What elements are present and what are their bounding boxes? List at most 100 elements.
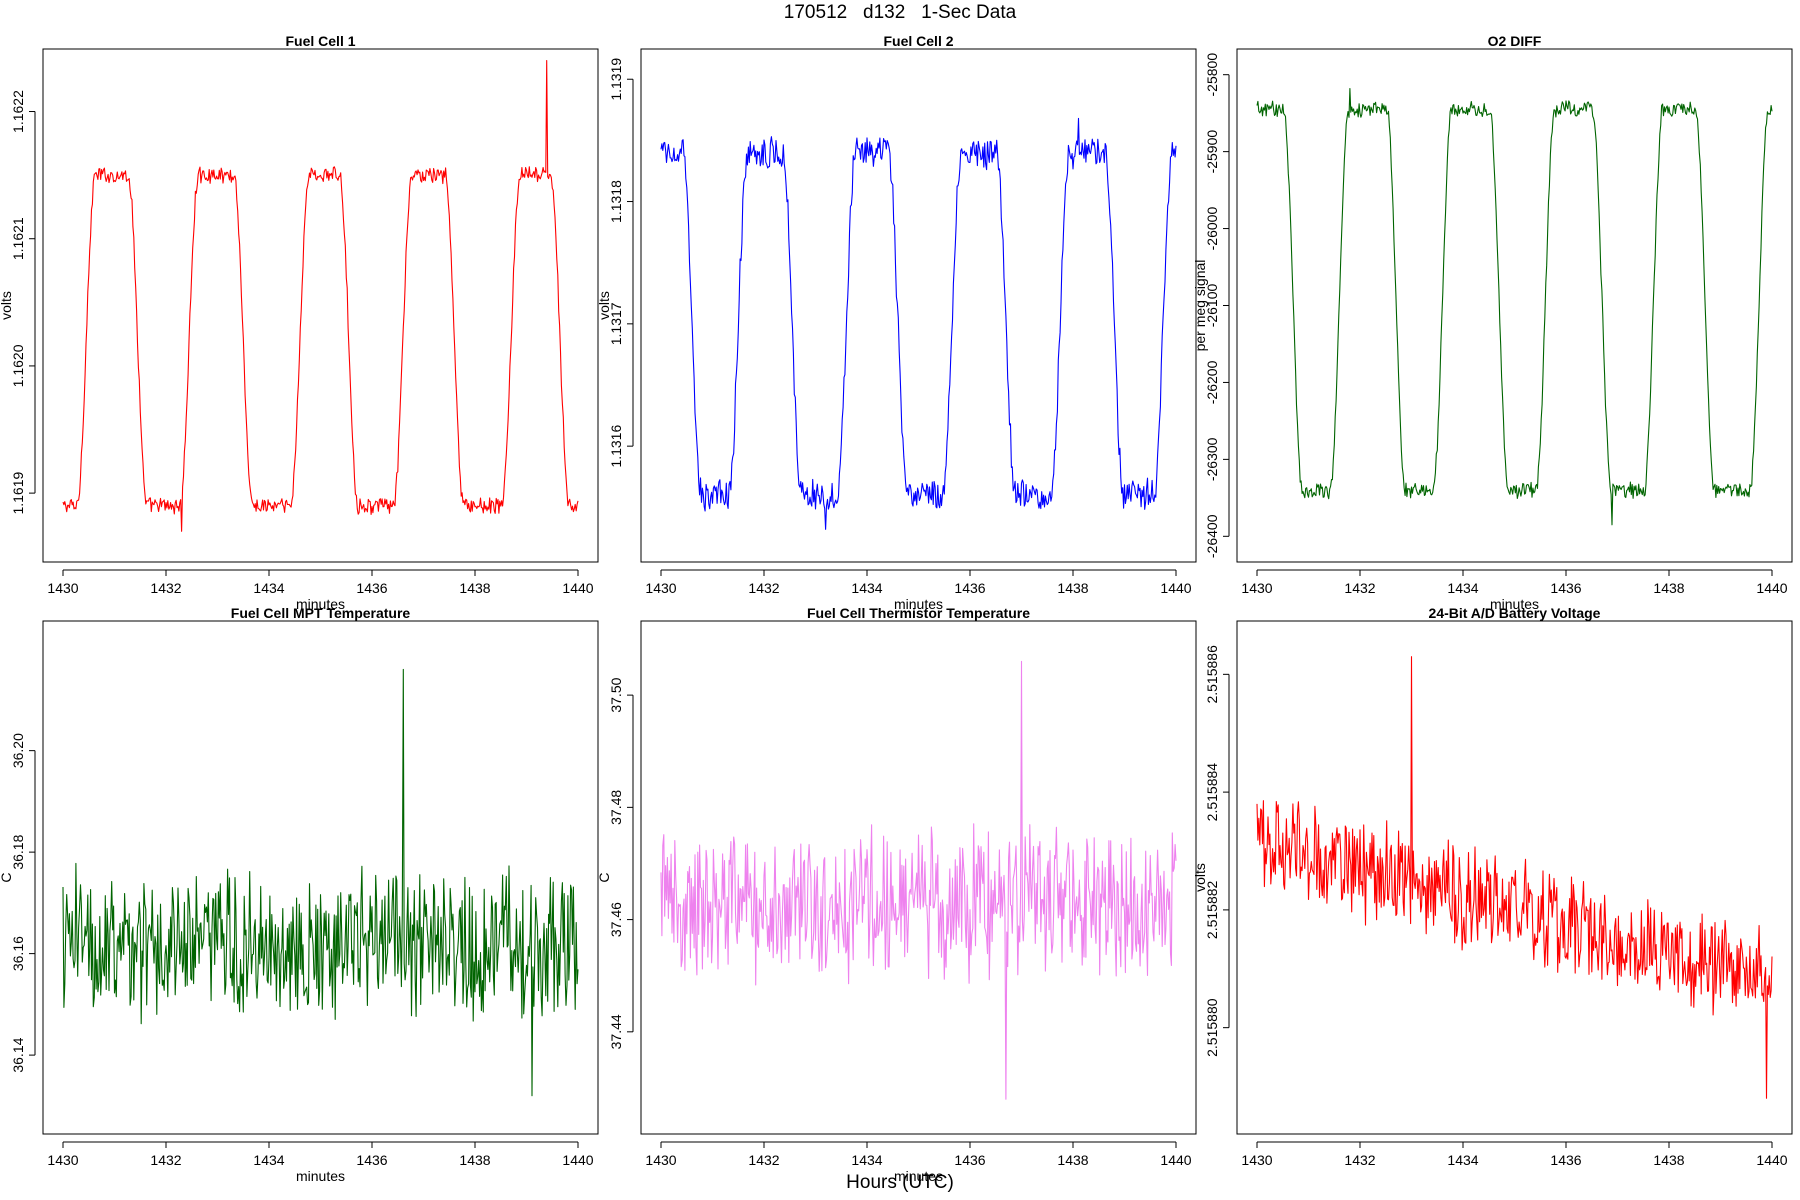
mpt-series-line bbox=[62, 668, 579, 1097]
therm-x-axis-label: minutes bbox=[894, 1168, 943, 1184]
therm-plot-frame bbox=[640, 620, 1197, 1135]
mpt-x-tick-label: 1430 bbox=[47, 1152, 78, 1168]
mpt-y-tick-label: 36.14 bbox=[10, 1037, 26, 1072]
therm-series-line bbox=[660, 660, 1177, 1100]
mpt-x-tick-label: 1436 bbox=[356, 1152, 387, 1168]
fc1-x-tick-label: 1430 bbox=[47, 580, 78, 596]
therm-x-tick-label: 1434 bbox=[851, 1152, 882, 1168]
therm-x-tick-label: 1436 bbox=[954, 1152, 985, 1168]
fc2-y-tick-label: 1.1317 bbox=[608, 302, 624, 345]
therm-y-tick-label: 37.50 bbox=[608, 677, 624, 712]
o2-x-axis-label: minutes bbox=[1490, 596, 1539, 612]
figure-title: 170512 d132 1-Sec Data bbox=[783, 2, 1017, 23]
fc1-y-tick-label: 1.1619 bbox=[10, 471, 26, 514]
o2-y-tick-label: -25900 bbox=[1204, 130, 1220, 174]
therm-x-tick-label: 1432 bbox=[748, 1152, 779, 1168]
fc1-y-tick-label: 1.1620 bbox=[10, 344, 26, 387]
therm-y-tick-label: 37.46 bbox=[608, 902, 624, 937]
fc1-plot-frame bbox=[42, 48, 599, 563]
batt-panel: 24-Bit A/D Battery Voltage 1430 1432 1434 14… bbox=[1192, 605, 1793, 1168]
o2-y-tick-label: -25800 bbox=[1204, 53, 1220, 97]
batt-x-tick-label: 1432 bbox=[1344, 1152, 1375, 1168]
fc1-x-tick-label: 1440 bbox=[562, 580, 593, 596]
fc1-x-tick-label: 1436 bbox=[356, 580, 387, 596]
o2-y-tick-label: -26200 bbox=[1204, 360, 1220, 404]
batt-y-tick-label: 2.515886 bbox=[1204, 645, 1220, 704]
therm-x-tick-label: 1438 bbox=[1057, 1152, 1088, 1168]
fc2-x-tick-label: 1440 bbox=[1160, 580, 1191, 596]
batt-y-tick-label: 2.515880 bbox=[1204, 998, 1220, 1057]
batt-y-axis-label: volts bbox=[1192, 863, 1208, 892]
mpt-title: Fuel Cell MPT Temperature bbox=[231, 605, 411, 621]
o2-x-tick-label: 1440 bbox=[1756, 580, 1787, 596]
mpt-x-tick-label: 1434 bbox=[253, 1152, 284, 1168]
batt-x-tick-label: 1436 bbox=[1550, 1152, 1581, 1168]
mpt-panel: Fuel Cell MPT Temperature 1430 1432 1434 143… bbox=[0, 605, 599, 1184]
fc2-x-tick-label: 1436 bbox=[954, 580, 985, 596]
batt-title: 24-Bit A/D Battery Voltage bbox=[1429, 605, 1601, 621]
mpt-x-axis-label: minutes bbox=[296, 1168, 345, 1184]
batt-y-tick-label: 2.515882 bbox=[1204, 880, 1220, 939]
therm-y-axis-label: C bbox=[596, 872, 612, 882]
fc2-x-tick-label: 1438 bbox=[1057, 580, 1088, 596]
o2-y-tick-label: -26300 bbox=[1204, 437, 1220, 481]
mpt-x-tick-label: 1440 bbox=[562, 1152, 593, 1168]
o2-x-tick-label: 1430 bbox=[1241, 580, 1272, 596]
o2-x-tick-label: 1436 bbox=[1550, 580, 1581, 596]
o2-panel: O2 DIFF 1430 1432 1434 1436 1438 1440 minutes -2… bbox=[1192, 33, 1793, 612]
therm-panel: Fuel Cell Thermistor Temperature 1430 1432… bbox=[596, 605, 1197, 1184]
o2-title: O2 DIFF bbox=[1488, 33, 1542, 49]
mpt-x-tick-label: 1438 bbox=[459, 1152, 490, 1168]
mpt-y-axis-label: C bbox=[0, 872, 14, 882]
fc2-panel: Fuel Cell 2 1430 1432 1434 1436 1438 1440 minut… bbox=[596, 33, 1197, 612]
o2-y-tick-label: -26100 bbox=[1204, 283, 1220, 327]
batt-x-tick-label: 1440 bbox=[1756, 1152, 1787, 1168]
batt-series-line bbox=[1256, 656, 1773, 1099]
fc2-y-axis-label: volts bbox=[596, 291, 612, 320]
batt-x-tick-label: 1438 bbox=[1653, 1152, 1684, 1168]
fc1-title: Fuel Cell 1 bbox=[285, 33, 355, 49]
fc2-title: Fuel Cell 2 bbox=[883, 33, 953, 49]
mpt-y-tick-label: 36.20 bbox=[10, 733, 26, 768]
fc2-x-tick-label: 1434 bbox=[851, 580, 882, 596]
therm-x-tick-label: 1440 bbox=[1160, 1152, 1191, 1168]
o2-y-axis-label: per meg signal bbox=[1192, 260, 1208, 352]
mpt-plot-frame bbox=[42, 620, 599, 1135]
fc2-x-axis-label: minutes bbox=[894, 596, 943, 612]
therm-title: Fuel Cell Thermistor Temperature bbox=[807, 605, 1030, 621]
fc1-panel: Fuel Cell 1 1430 1432 1434 1436 1438 1440 minut… bbox=[0, 33, 599, 612]
fc2-y-tick-label: 1.1319 bbox=[608, 58, 624, 101]
fc2-y-tick-label: 1.1316 bbox=[608, 425, 624, 468]
fc1-y-tick-label: 1.1621 bbox=[10, 217, 26, 260]
o2-plot-frame bbox=[1236, 48, 1793, 563]
figure-footer-xlabel: Hours (UTC) bbox=[846, 1172, 954, 1193]
fc2-plot-frame bbox=[640, 48, 1197, 563]
fc1-x-tick-label: 1432 bbox=[150, 580, 181, 596]
fc1-y-tick-label: 1.1622 bbox=[10, 90, 26, 133]
fc2-x-tick-label: 1430 bbox=[645, 580, 676, 596]
fc2-x-tick-label: 1432 bbox=[748, 580, 779, 596]
batt-plot-frame bbox=[1236, 620, 1793, 1135]
o2-y-tick-label: -26000 bbox=[1204, 207, 1220, 251]
fc1-x-tick-label: 1434 bbox=[253, 580, 284, 596]
fc1-x-tick-label: 1438 bbox=[459, 580, 490, 596]
therm-y-tick-label: 37.44 bbox=[608, 1014, 624, 1049]
mpt-y-tick-label: 36.16 bbox=[10, 936, 26, 971]
o2-y-tick-label: -26400 bbox=[1204, 514, 1220, 558]
batt-x-tick-label: 1434 bbox=[1447, 1152, 1478, 1168]
fc2-series-line bbox=[660, 117, 1177, 530]
batt-y-tick-label: 2.515884 bbox=[1204, 763, 1220, 822]
fc1-y-axis-label: volts bbox=[0, 291, 14, 320]
therm-x-tick-label: 1430 bbox=[645, 1152, 676, 1168]
o2-x-tick-label: 1432 bbox=[1344, 580, 1375, 596]
mpt-x-tick-label: 1432 bbox=[150, 1152, 181, 1168]
o2-series-line bbox=[1256, 87, 1773, 526]
fc1-series-line bbox=[62, 60, 579, 532]
fc1-x-axis-label: minutes bbox=[296, 596, 345, 612]
mpt-y-tick-label: 36.18 bbox=[10, 834, 26, 869]
o2-x-tick-label: 1438 bbox=[1653, 580, 1684, 596]
therm-y-tick-label: 37.48 bbox=[608, 790, 624, 825]
batt-x-tick-label: 1430 bbox=[1241, 1152, 1272, 1168]
fc2-y-tick-label: 1.1318 bbox=[608, 180, 624, 223]
